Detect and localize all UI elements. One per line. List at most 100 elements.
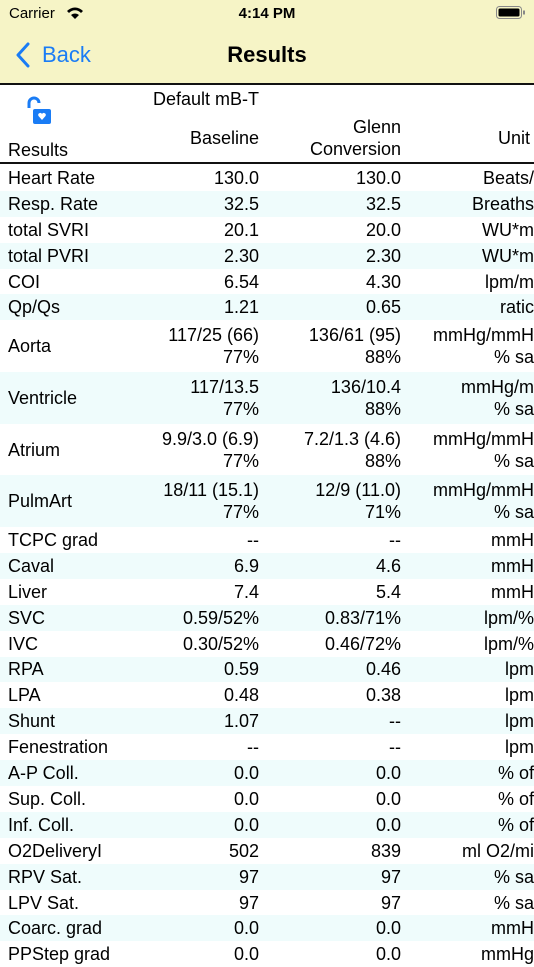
baseline-cell: 97 [239,892,259,914]
profile-label: Default mB-T [152,89,259,109]
row-name: A-P Coll. [8,763,79,784]
baseline-value: 32.5 [223,193,259,214]
baseline-value: 6.9 [233,555,259,576]
glenn-value: 7.2/1.3 (4.6) [303,428,401,449]
units-cell: lpm [410,684,534,706]
units-value: mmH [491,530,534,551]
glenn-value: 88% [364,398,401,419]
baseline-cell: 20.1 [224,219,259,241]
glenn-value: 0.0 [375,918,401,939]
row-name: Aorta [8,336,52,357]
row-name: Ventricle [8,387,78,408]
glenn-cell: -- [389,710,401,732]
row-name: Liver [8,581,48,602]
back-chevron[interactable] [15,42,31,68]
glenn-value: 0.0 [375,788,401,809]
baseline-value: 18/11 (15.1) [163,480,259,501]
glenn-value: 32.5 [365,193,401,214]
units-cell: lpm [410,710,534,732]
glenn-cell: 4.6 [376,555,401,577]
glenn-value: 97 [380,866,401,887]
row-name: IVC [8,633,39,654]
glenn-cell: 136/61 (95) 88% [309,324,401,368]
units-value: mmHg/mmH [433,480,534,501]
glenn-value: 0.38 [365,685,401,706]
baseline-value: 502 [228,840,259,861]
table-row: RPA 0.59 0.46 lpm [0,656,534,683]
units-value: % sa [493,866,534,887]
units-value: ml O2/mi [462,840,534,861]
glenn-value: 88% [364,347,401,368]
table-row: Aorta 117/25 (66) 77% 136/61 (95) 88% mmHg/mm… [0,320,534,372]
baseline-cell: 2.30 [224,245,259,267]
glenn-cell: 0.0 [376,943,401,965]
glenn-cell: 0.0 [376,762,401,784]
units-value: mmH [491,581,534,602]
row-name: PPStep grad [8,944,111,965]
units-cell: % sa [410,892,534,914]
results-table: Heart Rate 130.0 130.0 Beats/Resp. Rate 32.5… [0,165,534,967]
units-cell: WU*m [410,245,534,267]
row-name: LPV Sat. [8,892,80,913]
glenn-cell: 2.30 [366,245,401,267]
units-cell: % of [410,814,534,836]
units-value: mmHg [481,944,534,965]
table-row: PPStep grad 0.0 0.0 mmHg [0,941,534,967]
baseline-value: 117/13.5 [190,376,259,397]
units-cell: mmHg/mmH% sa [410,428,534,472]
glenn-cell: 7.2/1.3 (4.6) 88% [304,428,401,472]
baseline-value: 0.0 [233,788,259,809]
units-cell: % of [410,762,534,784]
table-row: PulmArt 18/11 (15.1) 77% 12/9 (11.0) 71% mmHg… [0,475,534,528]
glenn-cell: 0.0 [376,917,401,939]
units-value: lpm [504,659,534,680]
glenn-value: 0.0 [375,944,401,965]
table-row: TCPC grad -- -- mmH [0,527,534,553]
glenn-cell: 0.83/71% [325,607,401,629]
baseline-cell: 117/13.5 77% [190,376,259,420]
baseline-cell: 0.0 [234,788,259,810]
baseline-value: 0.0 [233,814,259,835]
units-cell: mmH [410,581,534,603]
baseline-value: 117/25 (66) [168,325,259,346]
row-name: Atrium [8,439,61,460]
units-cell: lpm [410,658,534,680]
row-name: COI [8,271,41,292]
lock-icon[interactable] [25,96,53,126]
row-name: Sup. Coll. [8,788,87,809]
row-name: PulmArt [8,491,73,512]
table-row: COI 6.54 4.30 lpm/m [0,269,534,295]
table-row: Fenestration -- -- lpm [0,734,534,760]
glenn-header-line: Conversion [309,139,401,159]
glenn-value: 2.30 [365,245,401,266]
baseline-value: 97 [238,892,259,913]
baseline-value: 0.30/52% [182,633,259,654]
baseline-value: 77% [222,502,259,523]
glenn-cell: 0.0 [376,814,401,836]
glenn-cell: -- [389,529,401,551]
baseline-value: 0.48 [223,685,259,706]
units-value: ratic [499,297,534,318]
units-cell: lpm/m [410,271,534,293]
glenn-cell: 32.5 [366,193,401,215]
glenn-value: 839 [370,840,401,861]
row-name: total SVRI [8,219,90,240]
glenn-cell: 0.0 [376,788,401,810]
table-row: LPV Sat. 97 97 % sa [0,890,534,916]
glenn-value: -- [389,737,401,758]
back-button[interactable]: Back [42,42,91,67]
units-cell: mmHg/mmH% sa [410,479,534,523]
glenn-value: 0.46/72% [324,633,401,654]
baseline-cell: 32.5 [224,193,259,215]
glenn-cell: 136/10.4 88% [331,376,401,420]
table-header: Results Default mB-T Baseline Glenn Conve… [0,85,534,164]
units-value: % sa [493,450,534,471]
baseline-header: Baseline [189,128,259,148]
units-value: lpm [504,685,534,706]
baseline-value: 77% [222,398,259,419]
row-name: RPA [8,659,44,680]
baseline-value: 130.0 [213,167,259,188]
glenn-cell: 20.0 [366,219,401,241]
battery-icon [496,6,525,19]
